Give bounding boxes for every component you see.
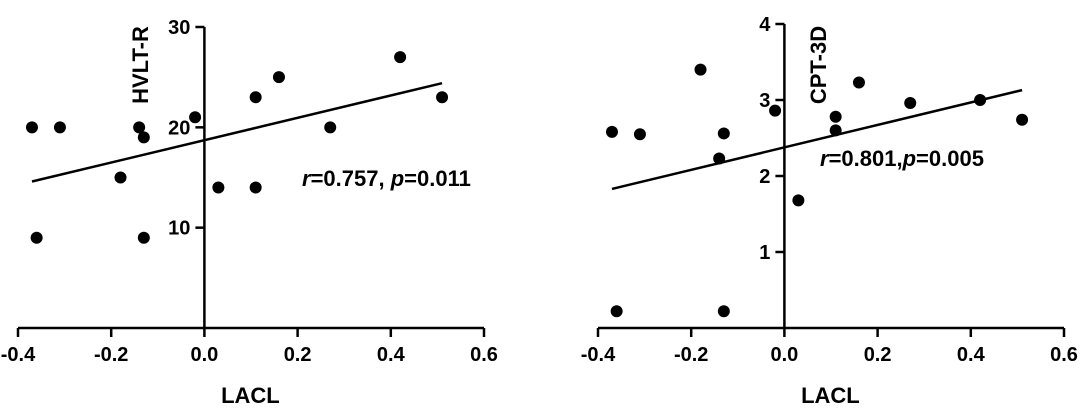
data-point [114, 171, 127, 184]
x-tick-label: 0.4 [957, 344, 986, 366]
x-tick-label: 0.2 [864, 344, 892, 366]
data-point [605, 125, 618, 138]
data-point [25, 121, 38, 134]
data-point [829, 110, 842, 123]
data-point [610, 305, 623, 318]
p-symbol: p [390, 166, 404, 191]
p-value: =0.011 [404, 166, 471, 191]
p-value: =0.005 [916, 146, 984, 171]
data-point [212, 181, 225, 194]
x-tick-label: 0.4 [377, 344, 406, 366]
x-tick-label: -0.2 [674, 344, 708, 366]
r-symbol: r [302, 166, 312, 191]
data-point [272, 71, 285, 84]
y-tick-label: 3 [759, 90, 770, 112]
data-point [769, 104, 782, 117]
x-tick-label: -0.4 [581, 344, 616, 366]
data-point [852, 76, 865, 89]
data-point [249, 91, 262, 104]
data-point [694, 63, 707, 76]
data-point [904, 97, 917, 110]
r-value: =0.801, [829, 146, 903, 171]
y-tick-label: 20 [168, 117, 190, 139]
data-point [189, 111, 202, 124]
data-point [633, 128, 646, 141]
correlation-annotation: r=0.757, p=0.011 [302, 166, 471, 191]
x-tick-label: 0.0 [190, 344, 218, 366]
x-ticks: -0.4 -0.2 0.0 0.2 0.4 0.6 [581, 328, 1078, 366]
x-tick-label: -0.4 [1, 344, 36, 366]
data-point [717, 127, 730, 140]
x-tick-label: 0.0 [770, 344, 798, 366]
data-point [792, 194, 805, 207]
data-point [394, 51, 407, 64]
data-point [137, 131, 150, 144]
data-point [30, 231, 43, 244]
p-symbol: p [902, 146, 916, 171]
r-value: =0.757, [311, 166, 391, 191]
data-point [1016, 113, 1029, 126]
data-points [25, 51, 449, 244]
data-point [324, 121, 337, 134]
data-point [137, 231, 150, 244]
regression-line [611, 88, 1023, 191]
x-tick-label: -0.2 [94, 344, 128, 366]
x-tick-label: 0.2 [284, 344, 312, 366]
x-axis-title: LACL [801, 383, 860, 408]
data-point [717, 305, 730, 318]
data-points [605, 63, 1029, 318]
y-axis-title: CPT-3D [806, 26, 831, 104]
regression-line [31, 81, 443, 183]
data-point [249, 181, 262, 194]
y-tick-label: 10 [168, 218, 190, 240]
data-point [53, 121, 66, 134]
y-axis-title: HVLT-R [128, 26, 153, 104]
y-tick-label: 30 [168, 17, 190, 39]
x-axis-title: LACL [221, 383, 280, 408]
r-symbol: r [820, 146, 830, 171]
data-point [133, 121, 146, 134]
y-tick-label: 4 [759, 14, 771, 36]
x-tick-label: 0.6 [470, 344, 498, 366]
data-point [436, 91, 449, 104]
y-ticks: 1 2 3 4 [759, 14, 785, 264]
y-ticks: 10 20 30 [168, 17, 205, 240]
y-tick-label: 1 [759, 242, 770, 264]
x-ticks: -0.4 -0.2 0.0 0.2 0.4 0.6 [1, 328, 498, 366]
x-tick-label: 0.6 [1050, 344, 1078, 366]
y-tick-label: 2 [759, 166, 770, 188]
correlation-annotation: r=0.801,p=0.005 [820, 146, 984, 171]
